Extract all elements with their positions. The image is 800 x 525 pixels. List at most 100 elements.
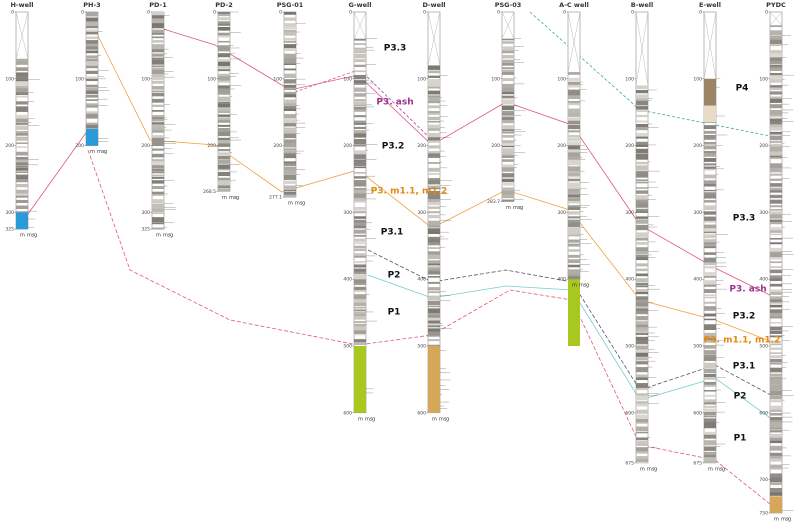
- lithology-bed: [354, 264, 366, 268]
- lithology-bed: [636, 289, 648, 291]
- lithology-bed: [16, 72, 28, 77]
- depth-label: 0: [497, 10, 500, 16]
- lithology-bed: [218, 47, 230, 52]
- lithology-bed: [770, 115, 782, 118]
- lithology-bed: [568, 219, 580, 225]
- lithology-bed: [770, 283, 782, 287]
- lithology-bed: [16, 205, 28, 210]
- lithology-bed: [354, 161, 366, 167]
- depth-label: 0: [279, 10, 282, 16]
- lithology-bed: [568, 157, 580, 161]
- lithology-bed: [502, 143, 514, 147]
- lithology-bed: [704, 301, 716, 304]
- grain-scale-label: g: [722, 466, 725, 472]
- lithology-bed: [704, 399, 716, 403]
- lithology-bed: [16, 88, 28, 94]
- depth-label: 200: [75, 143, 84, 149]
- lithology-bed: [16, 85, 28, 90]
- special-bed: [354, 346, 366, 413]
- lithology-bed: [704, 246, 716, 248]
- lithology-bed: [354, 255, 366, 258]
- lithology-bed: [770, 87, 782, 91]
- lithology-bed: [704, 192, 716, 196]
- lithology-bed: [704, 296, 716, 299]
- lithology-bed: [428, 211, 440, 214]
- lithology-bed: [568, 182, 580, 187]
- lithology-bed: [16, 189, 28, 194]
- lithology-bed: [636, 199, 648, 205]
- grain-scale-label: m: [90, 149, 95, 155]
- lithology-bed: [284, 148, 296, 151]
- lithology-bed: [704, 313, 716, 317]
- lithology-bed: [770, 118, 782, 122]
- lithology-bed: [284, 63, 296, 65]
- lithology-bed: [354, 126, 366, 130]
- lithology-bed: [636, 94, 648, 99]
- lithology-bed: [218, 26, 230, 31]
- lithology-bed: [284, 161, 296, 164]
- depth-label: 400: [417, 277, 426, 283]
- lithology-bed: [354, 159, 366, 164]
- lithology-bed: [636, 232, 648, 238]
- lithology-bed: [636, 187, 648, 189]
- lithology-bed: [770, 67, 782, 71]
- depth-label: 277.1: [269, 195, 282, 201]
- lithology-bed: [218, 124, 230, 127]
- lithology-bed: [284, 48, 296, 51]
- lithology-bed: [704, 216, 716, 221]
- lithology-bed: [770, 309, 782, 315]
- lithology-bed: [354, 141, 366, 144]
- lithology-bed: [152, 203, 164, 208]
- lithology-bed: [770, 157, 782, 160]
- lithology-bed: [354, 274, 366, 281]
- lithology-bed: [704, 308, 716, 311]
- lithology-bed: [704, 422, 716, 428]
- lithology-bed: [636, 144, 648, 147]
- lithology-bed: [704, 242, 716, 245]
- lithology-bed: [16, 122, 28, 125]
- lithology-bed: [502, 105, 514, 111]
- lithology-bed: [428, 178, 440, 181]
- lithology-bed: [428, 206, 440, 209]
- lithology-bed: [704, 153, 716, 157]
- lithology-bed: [284, 26, 296, 30]
- lithology-bed: [152, 168, 164, 171]
- lithology-bed: [284, 189, 296, 192]
- lithology-bed: [284, 155, 296, 159]
- lithology-bed: [428, 137, 440, 143]
- lithology-bed: [86, 90, 98, 95]
- correlation-line: [87, 149, 781, 513]
- lithology-bed: [636, 387, 648, 391]
- lithology-bed: [636, 310, 648, 315]
- lithology-bed: [502, 117, 514, 122]
- lithology-bed: [568, 216, 580, 219]
- lithology-bed: [428, 153, 440, 157]
- special-bed: [704, 78, 716, 106]
- lithology-bed: [428, 145, 440, 149]
- lithology-bed: [704, 276, 716, 278]
- lithology-bed: [86, 17, 98, 22]
- depth-label: 100: [273, 76, 282, 82]
- grain-scale-label: m: [506, 205, 511, 211]
- lithology-bed: [428, 291, 440, 294]
- lithology-bed: [568, 103, 580, 105]
- lithology-bed: [568, 207, 580, 210]
- lithology-bed: [704, 234, 716, 239]
- lithology-bed: [568, 200, 580, 204]
- lithology-bed: [636, 110, 648, 113]
- lithology-bed: [568, 198, 580, 203]
- depth-label: 100: [625, 76, 634, 82]
- lithology-bed: [16, 133, 28, 136]
- lithology-bed: [428, 220, 440, 226]
- lithology-bed: [152, 90, 164, 93]
- lithology-bed: [568, 276, 580, 280]
- depth-label: 200: [557, 143, 566, 149]
- lithology-bed: [636, 302, 648, 307]
- lithology-bed: [502, 83, 514, 89]
- depth-label: 100: [343, 76, 352, 82]
- well-name: PSG-01: [277, 1, 304, 9]
- well: PD-20 100 200 268.5 m ms g: [203, 1, 242, 201]
- lithology-bed: [284, 79, 296, 84]
- lithology-bed: [428, 317, 440, 322]
